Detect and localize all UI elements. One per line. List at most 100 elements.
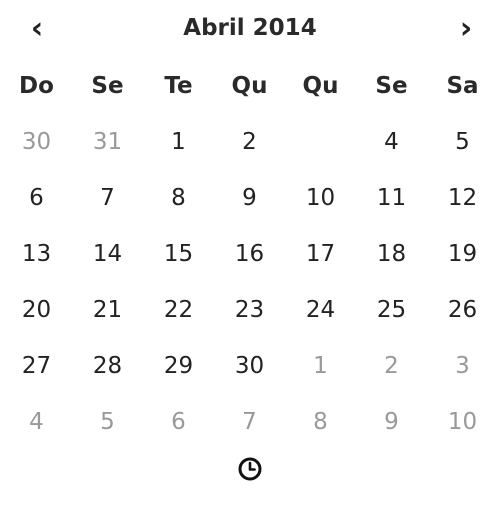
day-cell[interactable]: 9 (214, 170, 285, 226)
day-number: 8 (171, 185, 186, 211)
day-cell[interactable]: 7 (214, 394, 285, 450)
month-year-title[interactable]: Abril 2014 (183, 15, 317, 41)
day-number: 1 (313, 353, 328, 379)
day-cell[interactable]: 30 (1, 114, 72, 170)
clock-icon[interactable] (235, 454, 265, 484)
day-number: 31 (92, 129, 123, 155)
calendar-grid: Do Se Te Qu Qu Se Sa 30 31 1 2 3 4 5 6 7 8 9 10 11 12… (1, 58, 500, 450)
day-cell[interactable]: 10 (285, 170, 356, 226)
day-cell[interactable]: 26 (427, 282, 498, 338)
day-number: 12 (447, 185, 478, 211)
day-number: 27 (21, 353, 52, 379)
selected-day-cell[interactable]: 3 (285, 114, 356, 170)
day-number: 2 (242, 129, 257, 155)
day-cell[interactable]: 31 (72, 114, 143, 170)
day-cell[interactable]: 11 (356, 170, 427, 226)
day-cell[interactable]: 10 (427, 394, 498, 450)
day-cell[interactable]: 19 (427, 226, 498, 282)
day-number: 13 (21, 241, 52, 267)
day-number: 15 (163, 241, 194, 267)
day-cell[interactable]: 29 (143, 338, 214, 394)
weekday-header: Do (19, 73, 54, 99)
day-cell[interactable]: 25 (356, 282, 427, 338)
day-cell[interactable]: 1 (285, 338, 356, 394)
weekday-header: Qu (231, 73, 268, 99)
day-number: 23 (234, 297, 265, 323)
day-cell[interactable]: 18 (356, 226, 427, 282)
day-cell[interactable]: 6 (143, 394, 214, 450)
day-number: 22 (163, 297, 194, 323)
day-number: 9 (242, 185, 257, 211)
day-cell[interactable]: 16 (214, 226, 285, 282)
chevron-left-icon: ‹ (30, 10, 44, 46)
day-number: 4 (384, 129, 399, 155)
day-number: 29 (163, 353, 194, 379)
day-cell[interactable]: 15 (143, 226, 214, 282)
calendar-footer (0, 449, 500, 489)
day-number: 8 (313, 409, 328, 435)
day-number: 30 (21, 129, 52, 155)
day-number: 4 (29, 409, 44, 435)
calendar-header: ‹ Abril 2014 › (0, 0, 500, 56)
day-cell[interactable]: 8 (285, 394, 356, 450)
day-cell[interactable]: 21 (72, 282, 143, 338)
day-number: 30 (234, 353, 265, 379)
day-number: 17 (305, 241, 336, 267)
day-cell[interactable]: 20 (1, 282, 72, 338)
day-cell[interactable]: 23 (214, 282, 285, 338)
day-number: 24 (305, 297, 336, 323)
day-cell[interactable]: 3 (427, 338, 498, 394)
weekday-header: Qu (302, 73, 339, 99)
weekday-header: Se (375, 73, 408, 99)
day-number: 6 (29, 185, 44, 211)
day-cell[interactable]: 4 (1, 394, 72, 450)
day-number: 19 (447, 241, 478, 267)
day-cell[interactable]: 22 (143, 282, 214, 338)
next-month-button[interactable]: › (444, 6, 488, 50)
day-number: 21 (92, 297, 123, 323)
day-number: 11 (376, 185, 407, 211)
day-number: 3 (313, 129, 328, 155)
day-cell[interactable]: 30 (214, 338, 285, 394)
day-cell[interactable]: 7 (72, 170, 143, 226)
day-number: 6 (171, 409, 186, 435)
day-cell[interactable]: 14 (72, 226, 143, 282)
day-number: 25 (376, 297, 407, 323)
day-cell[interactable]: 2 (356, 338, 427, 394)
day-number: 3 (455, 353, 470, 379)
day-number: 20 (21, 297, 52, 323)
today-day-cell[interactable]: 8 (143, 170, 214, 226)
day-number: 9 (384, 409, 399, 435)
day-cell[interactable]: 5 (427, 114, 498, 170)
day-cell[interactable]: 9 (356, 394, 427, 450)
day-number: 5 (455, 129, 470, 155)
weekday-header: Se (91, 73, 124, 99)
day-cell[interactable]: 2 (214, 114, 285, 170)
day-cell[interactable]: 24 (285, 282, 356, 338)
day-cell[interactable]: 12 (427, 170, 498, 226)
day-cell[interactable]: 27 (1, 338, 72, 394)
day-cell[interactable]: 13 (1, 226, 72, 282)
day-cell[interactable]: 4 (356, 114, 427, 170)
day-number: 26 (447, 297, 478, 323)
day-cell[interactable]: 1 (143, 114, 214, 170)
day-number: 1 (171, 129, 186, 155)
day-number: 16 (234, 241, 265, 267)
day-number: 10 (305, 185, 336, 211)
day-number: 5 (100, 409, 115, 435)
day-cell[interactable]: 17 (285, 226, 356, 282)
day-cell[interactable]: 6 (1, 170, 72, 226)
day-number: 7 (242, 409, 257, 435)
day-cell[interactable]: 28 (72, 338, 143, 394)
day-number: 2 (384, 353, 399, 379)
day-cell[interactable]: 5 (72, 394, 143, 450)
previous-month-button[interactable]: ‹ (15, 6, 59, 50)
chevron-right-icon: › (459, 10, 473, 46)
day-number: 10 (447, 409, 478, 435)
day-number: 14 (92, 241, 123, 267)
day-number: 18 (376, 241, 407, 267)
weekday-header: Te (164, 73, 193, 99)
day-number: 28 (92, 353, 123, 379)
weekday-header: Sa (446, 73, 479, 99)
day-number: 7 (100, 185, 115, 211)
